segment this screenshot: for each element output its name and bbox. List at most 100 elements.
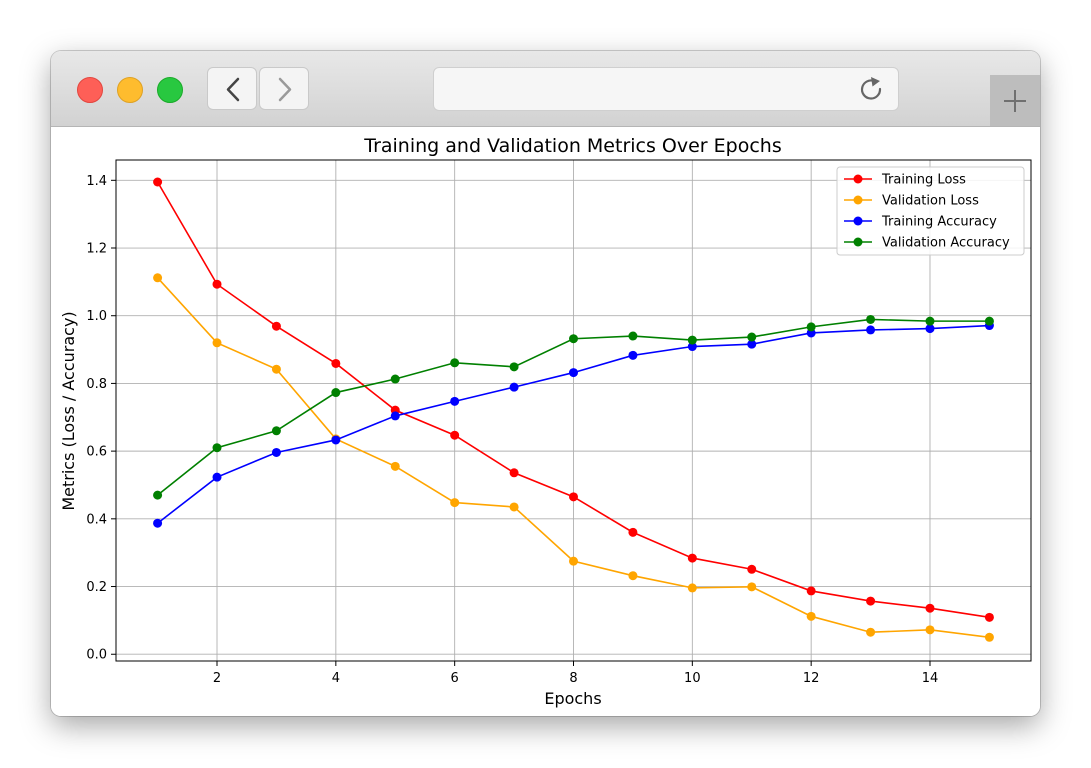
x-tick-label: 2 [213,671,221,686]
data-point [390,461,400,471]
data-point [153,273,163,283]
back-button[interactable] [207,67,257,110]
data-point [984,612,994,622]
data-point [866,314,876,324]
legend-label: Training Loss [881,173,966,188]
legend-label: Training Accuracy [881,215,997,230]
forward-button[interactable] [259,67,309,110]
data-point [450,498,460,508]
data-point [153,177,163,187]
browser-window: Training and Validation Metrics Over Epo… [51,51,1040,716]
page-content: Training and Validation Metrics Over Epo… [51,127,1040,716]
data-point [687,583,697,593]
y-tick-label: 0.6 [86,445,107,460]
data-point [747,339,757,349]
data-point [331,435,341,445]
data-point [866,596,876,606]
data-point [271,321,281,331]
legend-item: Training Accuracy [844,215,997,230]
data-point [212,279,222,289]
data-point [390,374,400,384]
data-point [271,364,281,374]
data-point [450,396,460,406]
data-point [747,564,757,574]
data-point [509,502,519,512]
data-point [747,582,757,592]
x-tick-label: 14 [922,671,939,686]
data-point [687,553,697,563]
maximize-window-button[interactable] [157,77,183,103]
x-tick-label: 12 [803,671,820,686]
data-point [569,556,578,566]
legend-marker [853,237,863,247]
new-tab-button[interactable] [990,75,1040,126]
data-point [984,632,994,642]
data-point [806,586,816,596]
y-tick-label: 1.0 [86,309,107,324]
data-point [450,430,460,440]
data-point [212,338,222,348]
series-validation-accuracy [153,314,994,500]
data-point [509,382,519,392]
data-point [569,492,578,502]
chevron-left-icon [226,77,240,102]
data-point [628,571,638,581]
y-tick-label: 1.2 [86,242,107,257]
minimize-window-button[interactable] [117,77,143,103]
legend-box [836,166,1025,256]
legend-marker [853,216,863,226]
data-point [509,362,519,372]
y-tick-label: 1.4 [86,174,107,189]
x-tick-label: 8 [569,671,577,686]
legend-marker [853,174,863,184]
data-point [331,358,341,368]
series-training-accuracy [153,321,994,528]
data-point [450,358,460,368]
data-point [212,472,222,482]
plot-frame [115,159,1032,662]
plus-icon [1004,90,1026,112]
data-point [687,342,697,352]
title-bar [51,51,1040,127]
data-point [509,468,519,478]
close-window-button[interactable] [77,77,103,103]
y-tick-label: 0.2 [86,580,107,595]
data-point [628,331,638,341]
data-point [271,447,281,457]
data-point [212,443,222,453]
address-bar[interactable] [433,67,899,111]
chevron-right-icon [278,77,292,102]
reload-icon[interactable] [858,76,886,104]
y-tick-label: 0.4 [86,512,107,527]
x-tick-label: 10 [684,671,701,686]
chart-title: Training and Validation Metrics Over Epo… [363,135,781,157]
legend: Training Loss Validation Loss Training Acc… [836,166,1025,256]
data-point [925,316,935,326]
data-point [569,334,578,344]
data-point [628,350,638,360]
data-point [925,324,935,334]
axis-ticks: 2 4 6 8 10 12 14 0.0 0.2 0.4 0.6 0.8 1.0 1.2 1.4 [86,174,938,686]
data-point [866,325,876,335]
y-tick-label: 0.8 [86,377,107,392]
legend-label: Validation Accuracy [882,236,1010,251]
legend-marker [853,195,863,205]
data-point [925,603,935,613]
series-lines [153,177,994,642]
legend-item: Validation Accuracy [844,236,1010,251]
x-axis-label: Epochs [544,689,601,708]
data-point [271,426,281,436]
data-point [628,527,638,537]
data-point [390,411,400,421]
data-point [687,335,697,345]
data-point [331,388,341,398]
data-point [747,332,757,342]
data-point [153,490,163,500]
data-point [569,368,578,378]
x-tick-label: 4 [332,671,340,686]
legend-label: Validation Loss [882,194,979,209]
data-point [153,518,163,528]
data-point [925,625,935,635]
legend-item: Training Loss [844,173,966,188]
legend-item: Validation Loss [844,194,979,209]
